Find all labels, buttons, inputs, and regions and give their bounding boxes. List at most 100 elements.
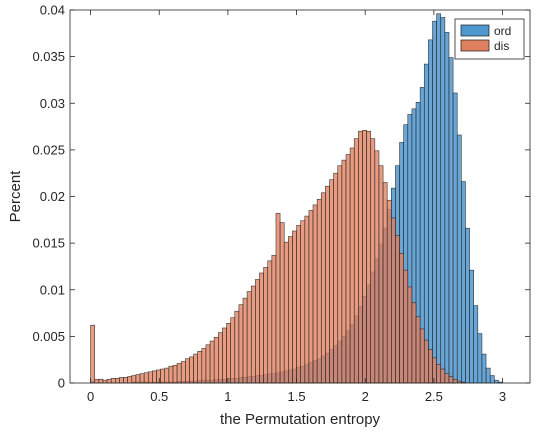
- x-tick-label: 2: [362, 389, 369, 404]
- bar-dis: [106, 378, 112, 384]
- bar-dis: [185, 358, 190, 384]
- bar-dis: [407, 286, 413, 384]
- bar-dis: [288, 236, 293, 384]
- bar-dis: [275, 212, 281, 384]
- bar-ord: [461, 181, 466, 384]
- bar-dis: [345, 154, 351, 384]
- bar-dis: [176, 363, 182, 384]
- bar-dis: [147, 371, 153, 384]
- bar-dis: [152, 370, 157, 384]
- bar-dis: [164, 367, 170, 384]
- bar-dis: [98, 378, 104, 384]
- y-tick-label: 0.03: [40, 96, 65, 111]
- bar-dis: [415, 316, 421, 384]
- bar-dis: [168, 365, 174, 384]
- x-tick-label: 3: [499, 389, 506, 404]
- bar-dis: [366, 130, 372, 384]
- y-tick-label: 0.02: [40, 189, 65, 204]
- x-tick-label: 2.5: [425, 389, 443, 404]
- bar-dis: [143, 372, 149, 384]
- bar-dis: [250, 285, 256, 384]
- bar-dis: [374, 150, 380, 384]
- bar-dis: [432, 357, 437, 384]
- y-tick-label: 0.035: [32, 49, 65, 64]
- bar-dis: [255, 279, 260, 384]
- bar-dis: [304, 215, 310, 384]
- bar-dis: [201, 348, 207, 384]
- y-tick-label: 0: [58, 376, 65, 391]
- bar-dis: [102, 379, 108, 384]
- y-tick-label: 0.01: [40, 282, 65, 297]
- bar-dis: [234, 310, 240, 384]
- bar-dis: [386, 199, 392, 384]
- bar-dis: [378, 165, 384, 384]
- x-tick-label: 1.5: [288, 389, 306, 404]
- bar-ord: [489, 375, 495, 384]
- bar-ord: [428, 39, 433, 384]
- bar-dis: [292, 230, 297, 384]
- bar-dis: [358, 130, 363, 384]
- bar-dis: [230, 317, 236, 384]
- bar-dis: [226, 323, 231, 384]
- bar-dis: [300, 220, 306, 384]
- bar-dis: [267, 260, 273, 384]
- bar-dis: [419, 328, 425, 384]
- bar-dis: [353, 138, 359, 384]
- bar-dis: [423, 339, 429, 384]
- bar-dis: [399, 253, 404, 384]
- bar-dis: [180, 361, 186, 384]
- bar-ord: [432, 20, 437, 384]
- bar-dis: [320, 192, 326, 384]
- bar-ord: [477, 333, 483, 384]
- bar-dis: [312, 204, 318, 384]
- bar-dis: [160, 368, 166, 384]
- x-axis-label: the Permutation entropy: [220, 411, 381, 428]
- y-tick-label: 0.04: [40, 3, 65, 18]
- bar-dis: [296, 225, 301, 384]
- bar-dis: [209, 340, 215, 384]
- bar-dis: [189, 356, 194, 384]
- legend-swatch-ord: [460, 24, 490, 37]
- bar-dis: [222, 327, 227, 384]
- bar-dis: [382, 182, 388, 384]
- bar-dis: [242, 297, 248, 384]
- bar-dis: [308, 210, 314, 384]
- bar-dis: [411, 302, 417, 384]
- y-tick-label: 0.005: [32, 329, 65, 344]
- bar-dis: [205, 344, 211, 384]
- bar-dis: [213, 337, 219, 384]
- bar-dis: [395, 235, 400, 384]
- bar-dis: [135, 374, 141, 384]
- bar-dis: [428, 349, 433, 384]
- x-tick-label: 0.5: [150, 389, 168, 404]
- bar-ord: [465, 227, 470, 384]
- bar-dis: [115, 378, 120, 384]
- legend: ord dis: [454, 18, 525, 60]
- x-tick-label: 1: [224, 389, 231, 404]
- bar-dis: [193, 353, 199, 384]
- bar-dis: [172, 364, 178, 384]
- bar-dis: [337, 165, 343, 384]
- bar-ord: [469, 269, 474, 384]
- bar-dis: [127, 376, 133, 384]
- bar-dis: [279, 222, 285, 384]
- bar-dis: [403, 269, 409, 384]
- bar-ord: [481, 353, 487, 384]
- bar-dis: [329, 179, 334, 384]
- bar-dis: [440, 368, 446, 384]
- bar-dis: [362, 129, 367, 384]
- bar-dis: [283, 241, 289, 384]
- bar-dis: [156, 369, 161, 384]
- bar-dis: [246, 291, 252, 384]
- bar-dis: [259, 272, 264, 384]
- series-dis-bars: [90, 129, 466, 384]
- bar-ord: [423, 63, 429, 384]
- bar-dis: [123, 377, 128, 384]
- bar-ord: [448, 57, 454, 384]
- bar-dis: [444, 373, 450, 384]
- legend-label-ord: ord: [494, 24, 511, 38]
- bar-dis: [436, 364, 442, 384]
- bar-dis: [325, 185, 330, 384]
